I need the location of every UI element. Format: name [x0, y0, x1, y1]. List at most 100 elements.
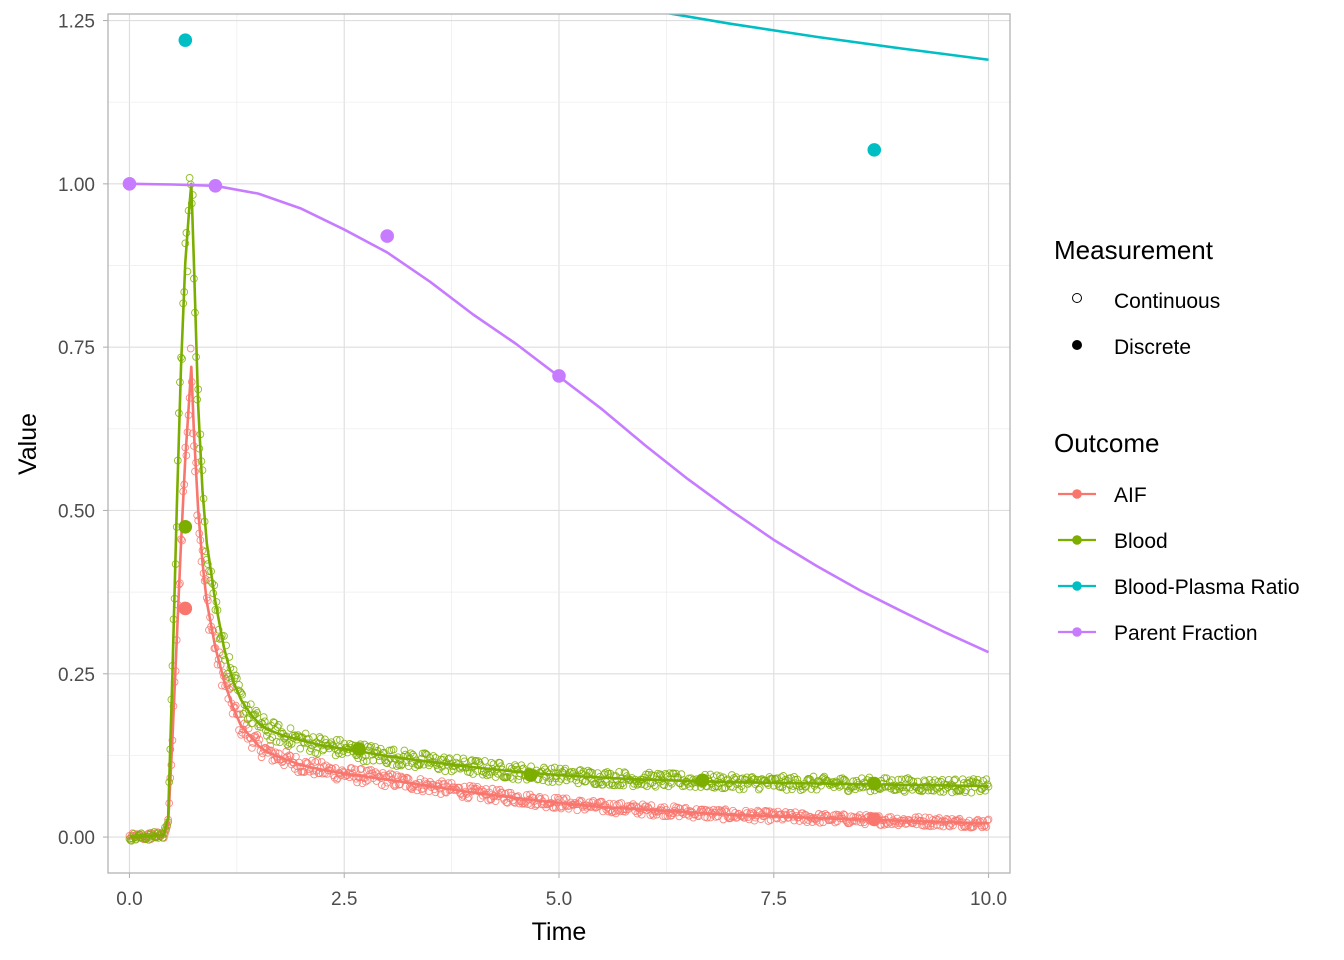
continuous-point	[463, 794, 472, 803]
legend-measurement: Measurement Continuous Discrete	[1054, 235, 1220, 359]
legend-discrete-label: Discrete	[1114, 336, 1191, 359]
series-line-aif	[129, 365, 989, 839]
continuous-point	[487, 758, 496, 767]
continuous-point	[242, 720, 251, 729]
continuous-point	[357, 764, 366, 773]
discrete-point	[867, 812, 882, 827]
y-tick-label: 0.25	[58, 665, 95, 686]
continuous-point	[647, 801, 656, 809]
continuous-point	[555, 777, 563, 786]
continuous-point	[691, 783, 700, 791]
continuous-point	[809, 772, 818, 781]
y-tick-label: 0.00	[58, 828, 95, 849]
continuous-point	[421, 750, 430, 758]
continuous-point	[729, 783, 737, 791]
continuous-point	[444, 755, 453, 763]
continuous-point	[755, 784, 764, 792]
discrete-points-parent-fraction	[122, 177, 566, 383]
continuous-point	[283, 740, 292, 749]
discrete-point	[178, 601, 193, 616]
legend-outcome-keys	[1058, 489, 1096, 637]
legend-continuous-key	[1072, 293, 1082, 303]
continuous-point	[266, 742, 274, 750]
continuous-point	[608, 781, 617, 790]
continuous-point	[464, 793, 473, 802]
plot-area	[122, 14, 993, 845]
continuous-point	[751, 813, 760, 822]
continuous-point	[332, 736, 341, 744]
continuous-point	[388, 770, 397, 779]
continuous-point	[560, 766, 569, 775]
continuous-point	[651, 782, 660, 791]
discrete-points-blood-plasma-ratio	[178, 33, 882, 157]
continuous-point	[385, 746, 394, 755]
continuous-point	[491, 797, 500, 805]
legend-continuous-label: Continuous	[1114, 290, 1220, 313]
discrete-points-blood	[178, 519, 882, 791]
continuous-point	[573, 806, 582, 815]
continuous-point	[447, 767, 456, 776]
continuous-point	[255, 735, 264, 744]
continuous-point	[253, 731, 262, 739]
continuous-point	[562, 776, 571, 785]
continuous-point	[390, 782, 399, 791]
continuous-point	[416, 775, 425, 783]
continuous-point	[420, 749, 429, 758]
continuous-point	[964, 779, 972, 788]
discrete-point	[867, 143, 882, 157]
discrete-point	[523, 768, 538, 782]
continuous-point	[260, 717, 269, 726]
continuous-point	[400, 746, 409, 755]
continuous-point	[812, 785, 821, 794]
continuous-point	[361, 777, 370, 786]
continuous-point	[900, 788, 909, 796]
continuous-point	[672, 769, 680, 778]
continuous-point	[610, 781, 619, 790]
legend-aif-label: AIF	[1114, 484, 1147, 507]
continuous-point	[554, 793, 562, 802]
continuous-point	[496, 759, 504, 767]
continuous-point	[649, 811, 658, 820]
continuous-point	[605, 780, 614, 789]
continuous-point	[559, 794, 568, 803]
continuous-point	[718, 784, 727, 793]
continuous-point	[951, 775, 960, 784]
x-tick-label: 7.5	[761, 889, 787, 910]
x-tick-label: 2.5	[331, 889, 357, 910]
continuous-point	[506, 773, 515, 781]
continuous-point	[550, 793, 559, 802]
discrete-point	[552, 369, 566, 383]
continuous-point	[666, 778, 675, 787]
continuous-point	[437, 790, 445, 798]
legend-key-dot	[1072, 581, 1082, 591]
continuous-point	[186, 344, 195, 353]
grid	[108, 14, 1010, 873]
continuous-point	[440, 753, 448, 762]
continuous-point	[650, 781, 659, 790]
continuous-point	[660, 781, 669, 790]
x-axis-title: Time	[532, 918, 587, 946]
continuous-point	[670, 802, 678, 811]
continuous-point	[254, 740, 263, 748]
discrete-point	[695, 773, 710, 788]
continuous-point	[892, 786, 901, 794]
legend-key-dot	[1072, 489, 1082, 499]
continuous-point	[313, 757, 322, 765]
continuous-point	[431, 754, 440, 762]
continuous-point	[788, 785, 796, 794]
continuous-point	[973, 775, 982, 784]
continuous-point	[569, 770, 577, 778]
x-tick-label: 10.0	[970, 889, 1007, 910]
continuous-point	[619, 781, 628, 790]
legend-key-dot	[1072, 627, 1082, 637]
continuous-point	[488, 784, 497, 793]
continuous-point	[550, 763, 559, 772]
continuous-point	[268, 733, 277, 742]
continuous-point	[389, 745, 398, 754]
continuous-point	[409, 750, 417, 759]
continuous-point	[554, 769, 562, 778]
continuous-point	[301, 729, 310, 738]
continuous-point	[367, 742, 375, 750]
x-tick-label: 0.0	[116, 889, 142, 910]
